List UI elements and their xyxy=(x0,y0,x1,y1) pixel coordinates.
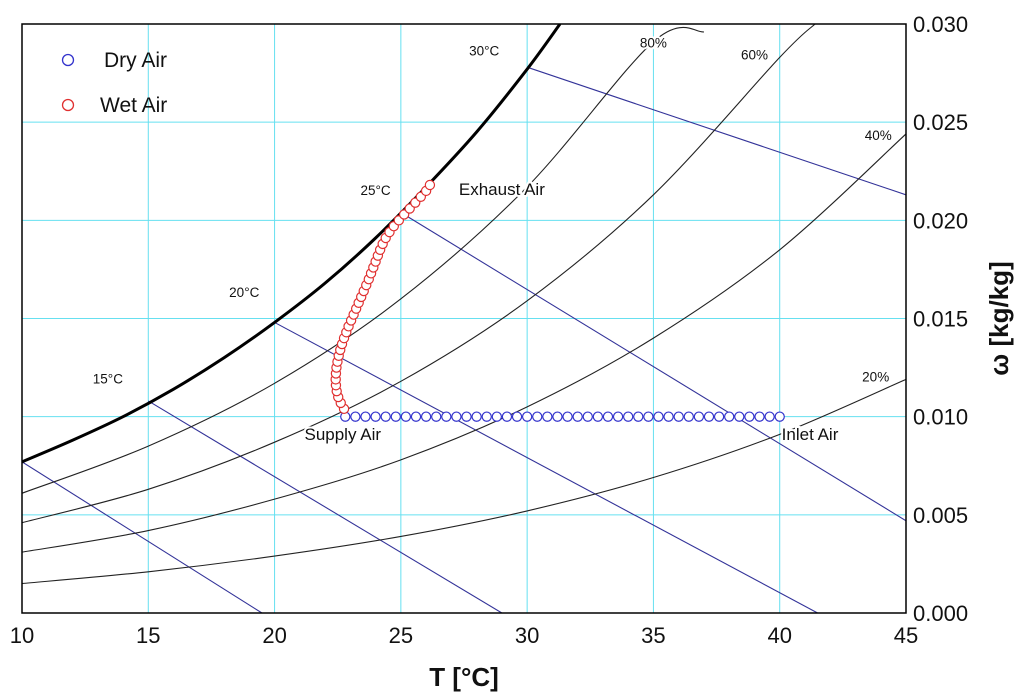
curve-label: 25°C xyxy=(361,183,391,198)
data-point xyxy=(521,411,533,422)
data-point xyxy=(461,411,472,422)
data-point xyxy=(713,411,725,422)
data-point xyxy=(451,411,462,422)
constant-temperature-line xyxy=(400,212,906,522)
y-tick-label: 0.025 xyxy=(913,110,968,135)
data-point xyxy=(532,411,543,422)
legend-label-dry-air: Dry Air xyxy=(104,49,167,72)
data-point xyxy=(424,179,436,191)
data-point xyxy=(612,411,624,422)
data-point xyxy=(653,411,664,422)
rh-curve xyxy=(22,26,705,494)
data-point xyxy=(683,411,694,422)
y-tick-label: 0.000 xyxy=(913,601,968,626)
y-tick-label: 0.010 xyxy=(913,405,968,430)
data-point xyxy=(390,411,402,422)
saturation-line xyxy=(22,24,562,464)
data-point xyxy=(774,411,785,422)
data-point xyxy=(572,411,583,422)
x-axis-title: T [°C] xyxy=(429,662,499,692)
data-point xyxy=(431,411,442,422)
x-tick-label: 20 xyxy=(262,623,286,648)
data-point xyxy=(643,411,654,422)
data-point xyxy=(552,411,563,422)
data-point xyxy=(734,411,745,422)
x-tick-label: 25 xyxy=(389,623,413,648)
series-dry-air xyxy=(340,411,785,422)
data-point xyxy=(370,411,381,422)
data-point xyxy=(622,411,634,422)
legend: Dry Air Wet Air xyxy=(61,49,167,117)
x-tick-label: 35 xyxy=(641,623,665,648)
curve-label: 40% xyxy=(865,128,892,143)
y-tick-label: 0.020 xyxy=(913,208,968,233)
constant-temperature-line xyxy=(526,66,906,196)
data-point xyxy=(481,411,492,422)
data-point xyxy=(420,411,432,422)
data-point xyxy=(663,411,674,422)
saturation-curve xyxy=(22,24,562,464)
data-point xyxy=(673,411,684,422)
rh-curve xyxy=(22,133,906,553)
legend-label-wet-air: Wet Air xyxy=(100,94,167,117)
curve-label: 15°C xyxy=(93,371,123,386)
constant-temperature-line xyxy=(148,400,503,613)
curve-labels: 30°C 25°C 20°C 15°C 80% 60% 40% 20% xyxy=(91,34,894,389)
data-point xyxy=(441,411,452,422)
data-point xyxy=(693,411,705,422)
data-point xyxy=(380,411,391,422)
y-axis-title: ω [kg/kg] xyxy=(984,261,1014,375)
x-tick-label: 15 xyxy=(136,623,160,648)
data-point xyxy=(703,411,715,422)
data-point xyxy=(511,411,523,422)
data-point xyxy=(410,411,422,422)
x-tick-label: 40 xyxy=(767,623,791,648)
data-point xyxy=(754,411,765,422)
data-point xyxy=(471,411,482,422)
curve-label: 30°C xyxy=(469,43,499,58)
data-point xyxy=(633,411,644,422)
constant-temperature-lines xyxy=(22,66,906,613)
data-point xyxy=(764,411,775,422)
data-point xyxy=(400,411,412,422)
data-point xyxy=(350,411,361,422)
constant-temperature-line xyxy=(274,321,818,613)
annotations: Exhaust Air Supply Air Inlet Air xyxy=(302,178,840,446)
grid-lines xyxy=(22,24,906,613)
annotation-label: Exhaust Air xyxy=(459,180,545,199)
plot-frame xyxy=(21,23,907,614)
constant-temperature-line xyxy=(22,461,263,613)
data-point xyxy=(501,411,513,422)
data-point xyxy=(744,411,755,422)
data-point xyxy=(592,411,604,422)
series-wet-air xyxy=(330,179,436,415)
data-point xyxy=(724,411,735,422)
data-point xyxy=(582,411,593,422)
annotation-label: Supply Air xyxy=(304,425,381,444)
data-point xyxy=(562,411,573,422)
data-point xyxy=(360,411,371,422)
y-tick-label: 0.005 xyxy=(913,503,968,528)
curve-label: 80% xyxy=(640,36,667,51)
x-tick-label: 45 xyxy=(894,623,918,648)
data-point xyxy=(491,411,503,422)
legend-marker-wet-air xyxy=(61,98,75,112)
y-tick-label: 0.030 xyxy=(913,12,968,37)
x-tick-label: 10 xyxy=(10,623,34,648)
rh-curve xyxy=(22,24,816,524)
annotation-label: Inlet Air xyxy=(782,425,839,444)
y-tick-label: 0.015 xyxy=(913,307,968,332)
data-points xyxy=(330,179,785,422)
curve-label: 60% xyxy=(741,47,768,62)
data-point xyxy=(542,411,553,422)
x-tick-label: 30 xyxy=(515,623,539,648)
curve-label: 20°C xyxy=(229,285,259,300)
data-point xyxy=(602,411,614,422)
relative-humidity-curves xyxy=(22,24,906,585)
curve-label: 20% xyxy=(862,369,889,384)
axis-ticks: 10 15 20 25 30 35 40 450.000 0.005 0.010 0.015 0.02… xyxy=(10,12,968,648)
rh-curve xyxy=(22,378,906,585)
legend-marker-dry-air xyxy=(61,53,75,67)
